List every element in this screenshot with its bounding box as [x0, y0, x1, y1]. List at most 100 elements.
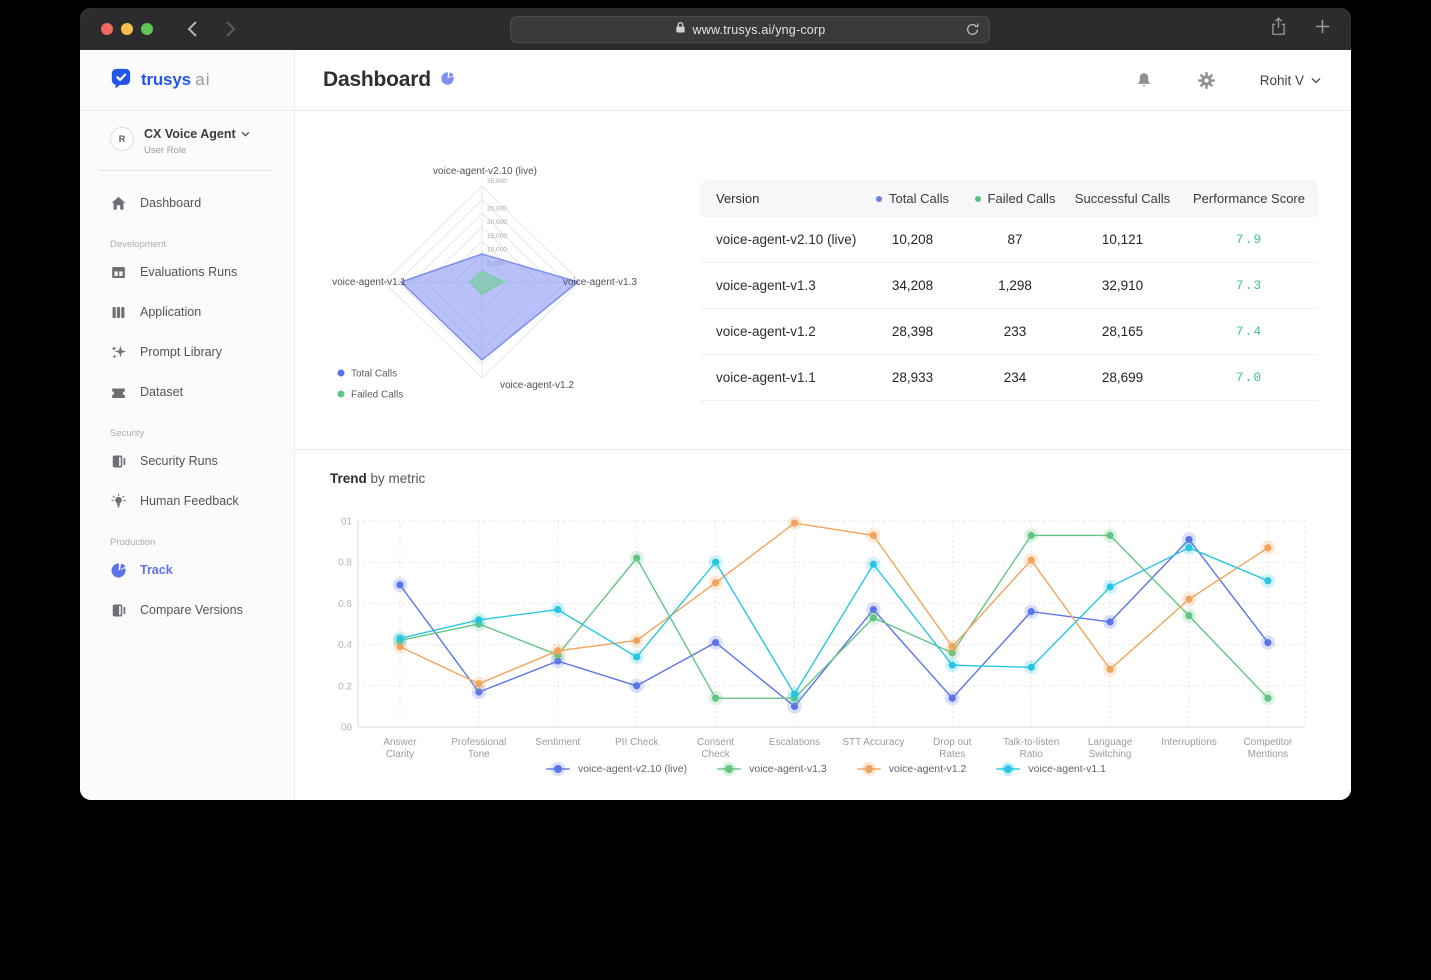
x-axis-category-label: Talk-to-listen Ratio — [1003, 737, 1059, 760]
radar-series-total-calls — [400, 253, 579, 361]
svg-text:20,000: 20,000 — [487, 219, 507, 226]
browser-window: www.trusys.ai/yng-corp trusys ai — [80, 8, 1351, 800]
new-tab-icon[interactable] — [1314, 18, 1331, 40]
column-header-performance-score: Performance Score — [1193, 191, 1305, 206]
sidebar-item-security-runs[interactable]: Security Runs — [110, 441, 294, 481]
close-window-button[interactable] — [101, 23, 113, 35]
performance-score-cell: 7.0 — [1235, 370, 1263, 385]
sidebar-nav: Dashboard Development Evaluations Runs Appl… — [80, 171, 294, 630]
sidebar-section-label: Production — [110, 537, 156, 548]
radar-axis-label: voice-agent-v1.3 — [563, 277, 637, 288]
traffic-lights — [101, 23, 153, 35]
forward-icon[interactable] — [219, 18, 241, 40]
legend-item-voice-agent-v1-1[interactable]: voice-agent-v1.1 — [996, 763, 1106, 775]
sidebar-section-label: Security — [110, 428, 145, 439]
table-row-voice-agent-v2-10-live: voice-agent-v2.10 (live) 10,208 87 10,121 7.… — [700, 217, 1318, 263]
trend-legend: voice-agent-v2.10 (live) voice-agent-v1.3… — [331, 763, 1321, 775]
y-axis-tick-label: 0.2 — [338, 681, 352, 692]
successful-calls-cell: 32,910 — [1101, 278, 1144, 293]
sidebar-item-label: Application — [140, 305, 202, 319]
performance-score-cell: 7.4 — [1235, 324, 1263, 339]
performance-score-cell: 7.9 — [1235, 232, 1263, 247]
sidebar-item-dashboard[interactable]: Dashboard — [110, 183, 294, 223]
table-row-voice-agent-v1-3: voice-agent-v1.3 34,208 1,298 32,910 7.3 — [700, 263, 1318, 309]
sidebar-item-compare-versions[interactable]: Compare Versions — [110, 590, 294, 630]
sidebar-item-label: Prompt Library — [140, 345, 222, 359]
x-axis-category-label: STT Accuracy — [842, 737, 904, 748]
sidebar-item-label: Dashboard — [140, 196, 202, 210]
chevron-down-icon — [1311, 77, 1321, 84]
sidebar-item-label: Track — [140, 563, 173, 577]
sidebar-item-human-feedback[interactable]: Human Feedback — [110, 481, 294, 521]
table-row-voice-agent-v1-1: voice-agent-v1.1 28,933 234 28,699 7.0 — [700, 355, 1318, 401]
reload-icon[interactable] — [965, 22, 980, 42]
sidebar-item-application[interactable]: Application — [110, 292, 294, 332]
failed-calls-cell: 87 — [1007, 232, 1023, 247]
x-axis-category-label: Escalations — [769, 737, 820, 748]
workspace-avatar: R — [110, 127, 134, 151]
back-icon[interactable] — [181, 18, 203, 40]
legend-label: voice-agent-v2.10 (live) — [577, 763, 688, 775]
user-name: Rohit V — [1259, 72, 1304, 88]
legend-label: voice-agent-v1.3 — [749, 763, 827, 775]
series-dot-icon — [876, 196, 883, 202]
y-axis-tick-label: 0.8 — [338, 558, 352, 569]
user-menu[interactable]: Rohit V — [1260, 73, 1321, 88]
trusys-logo-icon — [110, 67, 132, 94]
minimize-window-button[interactable] — [121, 23, 133, 35]
legend-marker-icon — [545, 763, 570, 775]
legend-label: voice-agent-v1.2 — [888, 763, 967, 775]
human-feedback-icon — [110, 493, 127, 510]
version-cell: voice-agent-v1.1 — [716, 370, 816, 385]
workspace-selector[interactable]: R CX Voice Agent User Role — [80, 111, 294, 156]
home-icon — [110, 195, 127, 212]
successful-calls-cell: 28,165 — [1101, 324, 1144, 339]
address-bar[interactable]: www.trusys.ai/yng-corp — [510, 16, 990, 43]
trend-section: Trend by metric 01 0.8 0.6 0.4 0.2 00 Answer Cl… — [295, 450, 1351, 800]
successful-calls-cell: 28,699 — [1101, 370, 1144, 385]
sidebar-divider — [100, 170, 274, 171]
legend-marker-icon — [996, 763, 1021, 775]
trend-line-voice-agent-v1-2 — [399, 522, 1269, 685]
performance-score-cell: 7.3 — [1235, 278, 1263, 293]
application-icon — [110, 304, 127, 321]
legend-marker-icon — [856, 763, 881, 775]
track-icon — [110, 562, 127, 579]
x-axis-category-label: Drop out Rates — [933, 737, 972, 760]
sidebar-item-dataset[interactable]: Dataset — [110, 372, 294, 412]
share-icon[interactable] — [1269, 16, 1288, 42]
legend-item-voice-agent-v2-10-live[interactable]: voice-agent-v2.10 (live) — [545, 763, 688, 775]
y-axis-tick-label: 00 — [341, 723, 353, 734]
x-axis-category-label: Competitor Mentions — [1243, 737, 1293, 760]
lock-icon — [675, 21, 686, 39]
legend-label: voice-agent-v1.1 — [1028, 763, 1107, 775]
total-calls-cell: 34,208 — [891, 278, 934, 293]
dataset-icon — [110, 384, 127, 401]
versions-table: Version Total Calls Failed Calls Successful… — [700, 180, 1318, 401]
legend-item-voice-agent-v1-3[interactable]: voice-agent-v1.3 — [717, 763, 827, 775]
sidebar-section-label: Development — [110, 239, 166, 250]
total-calls-cell: 10,208 — [891, 232, 934, 247]
svg-text:35,000: 35,000 — [487, 178, 507, 185]
column-header-total-calls: Total Calls — [860, 191, 965, 206]
overview-section: 5,00010,00015,00020,00025,00035,000voice… — [295, 111, 1351, 450]
x-axis-category-label: Language Switching — [1088, 737, 1133, 760]
column-header-successful-calls: Successful Calls — [1074, 191, 1171, 206]
zoom-window-button[interactable] — [141, 23, 153, 35]
column-header-version: Version — [716, 191, 760, 206]
logo[interactable]: trusys ai — [80, 50, 294, 111]
trend-line-chart: 01 0.8 0.6 0.4 0.2 00 Answer Clarity Professiona… — [338, 515, 1306, 760]
workspace-role: User Role — [144, 145, 187, 156]
sidebar-item-track[interactable]: Track — [110, 550, 294, 590]
x-axis-category-label: Interruptions — [1161, 737, 1217, 748]
total-calls-cell: 28,933 — [891, 370, 934, 385]
sidebar-item-prompt-library[interactable]: Prompt Library — [110, 332, 294, 372]
notifications-bell-icon[interactable] — [1135, 71, 1153, 90]
settings-gear-icon[interactable] — [1197, 71, 1216, 90]
y-axis-tick-label: 01 — [341, 517, 353, 528]
svg-text:25,000: 25,000 — [487, 205, 507, 212]
page-title: Dashboard — [323, 68, 431, 91]
legend-item-voice-agent-v1-2[interactable]: voice-agent-v1.2 — [856, 763, 967, 775]
x-axis-category-label: Answer Clarity — [383, 737, 417, 760]
sidebar-item-evaluations-runs[interactable]: Evaluations Runs — [110, 252, 294, 292]
